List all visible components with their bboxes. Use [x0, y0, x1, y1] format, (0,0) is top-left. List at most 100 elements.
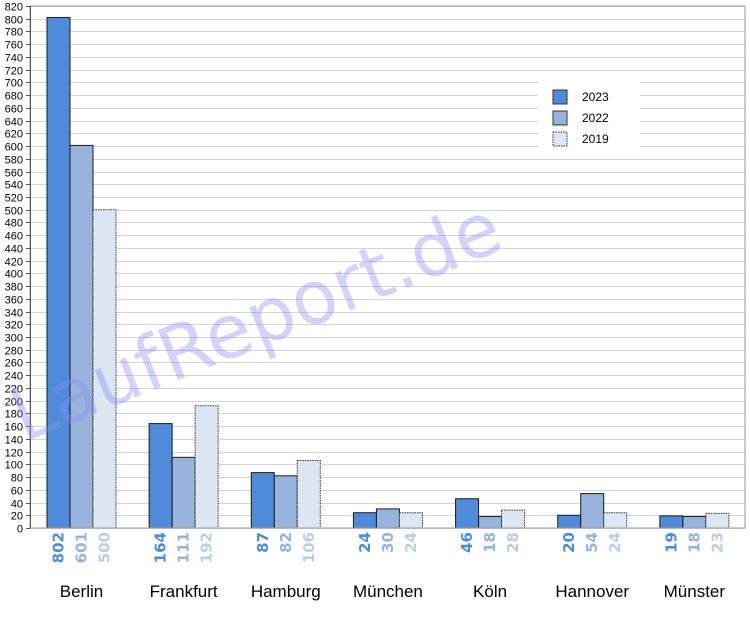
bar-2022-4: [478, 516, 503, 529]
category-label: Berlin: [60, 582, 103, 601]
legend-label: 2019: [582, 132, 609, 146]
legend-swatch-2023: [552, 89, 568, 105]
axes: [26, 5, 746, 529]
value-label: 601: [73, 532, 91, 563]
y-tick-label: 20: [11, 511, 23, 523]
y-tick-label: 700: [5, 78, 23, 90]
y-tick-label: 40: [11, 499, 23, 511]
y-tick-label: 180: [5, 409, 23, 421]
y-tick-label: 100: [5, 460, 23, 472]
value-label: 18: [481, 532, 499, 553]
value-label: 19: [662, 532, 680, 553]
y-tick-label: 580: [5, 155, 23, 167]
value-label: 500: [96, 532, 114, 563]
y-tick-label: 360: [5, 295, 23, 307]
bar-2022-3: [375, 508, 400, 529]
value-label: 18: [685, 532, 703, 553]
value-label: 106: [300, 532, 318, 563]
value-label: 111: [175, 532, 193, 563]
y-tick-label: 760: [5, 40, 23, 52]
legend-swatch-2022: [552, 110, 568, 126]
value-label: 164: [152, 532, 170, 563]
y-tick-label: 0: [17, 524, 23, 536]
y-tick-label: 260: [5, 358, 23, 370]
value-label: 24: [606, 532, 624, 553]
bar-2022-0: [69, 144, 94, 529]
y-tick-label: 480: [5, 218, 23, 230]
y-tick-label: 200: [5, 397, 23, 409]
bar-2022-6: [682, 516, 707, 529]
value-label: 192: [198, 532, 216, 563]
y-tick-labels: 0204060801001201401601802002202402602803…: [5, 2, 23, 536]
category-label: Hannover: [555, 582, 629, 601]
value-label: 20: [560, 532, 578, 553]
y-tick-label: 500: [5, 206, 23, 218]
category-label: Münster: [664, 582, 726, 601]
y-tick-label: 820: [5, 2, 23, 14]
y-tick-label: 600: [5, 142, 23, 154]
legend-label: 2023: [582, 90, 609, 104]
y-tick-label: 60: [11, 486, 23, 498]
y-tick-label: 440: [5, 244, 23, 256]
bars: [46, 16, 730, 529]
y-tick-label: 400: [5, 269, 23, 281]
y-tick-label: 720: [5, 66, 23, 78]
bar-2023-1: [148, 423, 173, 529]
y-tick-label: 680: [5, 91, 23, 103]
bar-2019-1: [194, 405, 219, 529]
value-label: 24: [356, 532, 374, 553]
y-tick-label: 640: [5, 117, 23, 129]
y-tick-label: 560: [5, 168, 23, 180]
category-labels: Berlin Frankfurt Hamburg München Köln Hannove…: [60, 582, 726, 601]
bar-2023-2: [250, 472, 275, 529]
y-tick-label: 340: [5, 308, 23, 320]
bar-2023-4: [455, 498, 480, 529]
y-tick-label: 320: [5, 320, 23, 332]
value-label: 802: [50, 532, 68, 563]
value-label: 30: [379, 532, 397, 553]
y-tick-label: 80: [11, 473, 23, 485]
category-label: München: [353, 582, 423, 601]
value-label: 23: [708, 532, 726, 553]
legend-label: 2022: [582, 111, 609, 125]
y-tick-label: 540: [5, 180, 23, 192]
y-tick-label: 280: [5, 346, 23, 358]
y-tick-label: 220: [5, 384, 23, 396]
bar-2019-6: [705, 512, 730, 529]
y-tick-label: 660: [5, 104, 23, 116]
y-tick-label: 800: [5, 15, 23, 27]
value-label: 54: [583, 532, 601, 553]
category-label: Hamburg: [251, 582, 321, 601]
bar-2023-3: [352, 512, 377, 529]
bar-2023-5: [557, 514, 582, 529]
bar-2023-6: [659, 515, 684, 529]
value-label: 82: [277, 532, 295, 553]
legend: 2023 2022 2019: [538, 82, 640, 148]
bar-2022-5: [580, 493, 605, 529]
y-tick-label: 140: [5, 435, 23, 447]
legend-swatch-2019: [552, 131, 568, 147]
category-label: Köln: [473, 582, 507, 601]
y-tick-label: 420: [5, 257, 23, 269]
y-tick-label: 520: [5, 193, 23, 205]
value-label: 87: [254, 532, 272, 553]
y-tick-label: 300: [5, 333, 23, 345]
y-tick-label: 780: [5, 27, 23, 39]
bar-2019-5: [603, 512, 628, 529]
y-tick-label: 160: [5, 422, 23, 434]
bar-2019-4: [501, 509, 526, 529]
y-tick-label: 380: [5, 282, 23, 294]
y-tick-label: 620: [5, 129, 23, 141]
value-label: 46: [458, 532, 476, 553]
category-label: Frankfurt: [150, 582, 218, 601]
value-label: 24: [402, 532, 420, 553]
y-tick-label: 740: [5, 53, 23, 65]
bar-2022-2: [273, 475, 298, 529]
value-label: 28: [504, 532, 522, 553]
bar-2019-2: [296, 460, 321, 529]
value-labels: 802 601 500 164 111 192 87 82 106 24 30 24 46 18 28 20 5…: [50, 532, 727, 563]
y-tick-label: 460: [5, 231, 23, 243]
y-tick-label: 240: [5, 371, 23, 383]
bar-2022-1: [171, 456, 196, 529]
